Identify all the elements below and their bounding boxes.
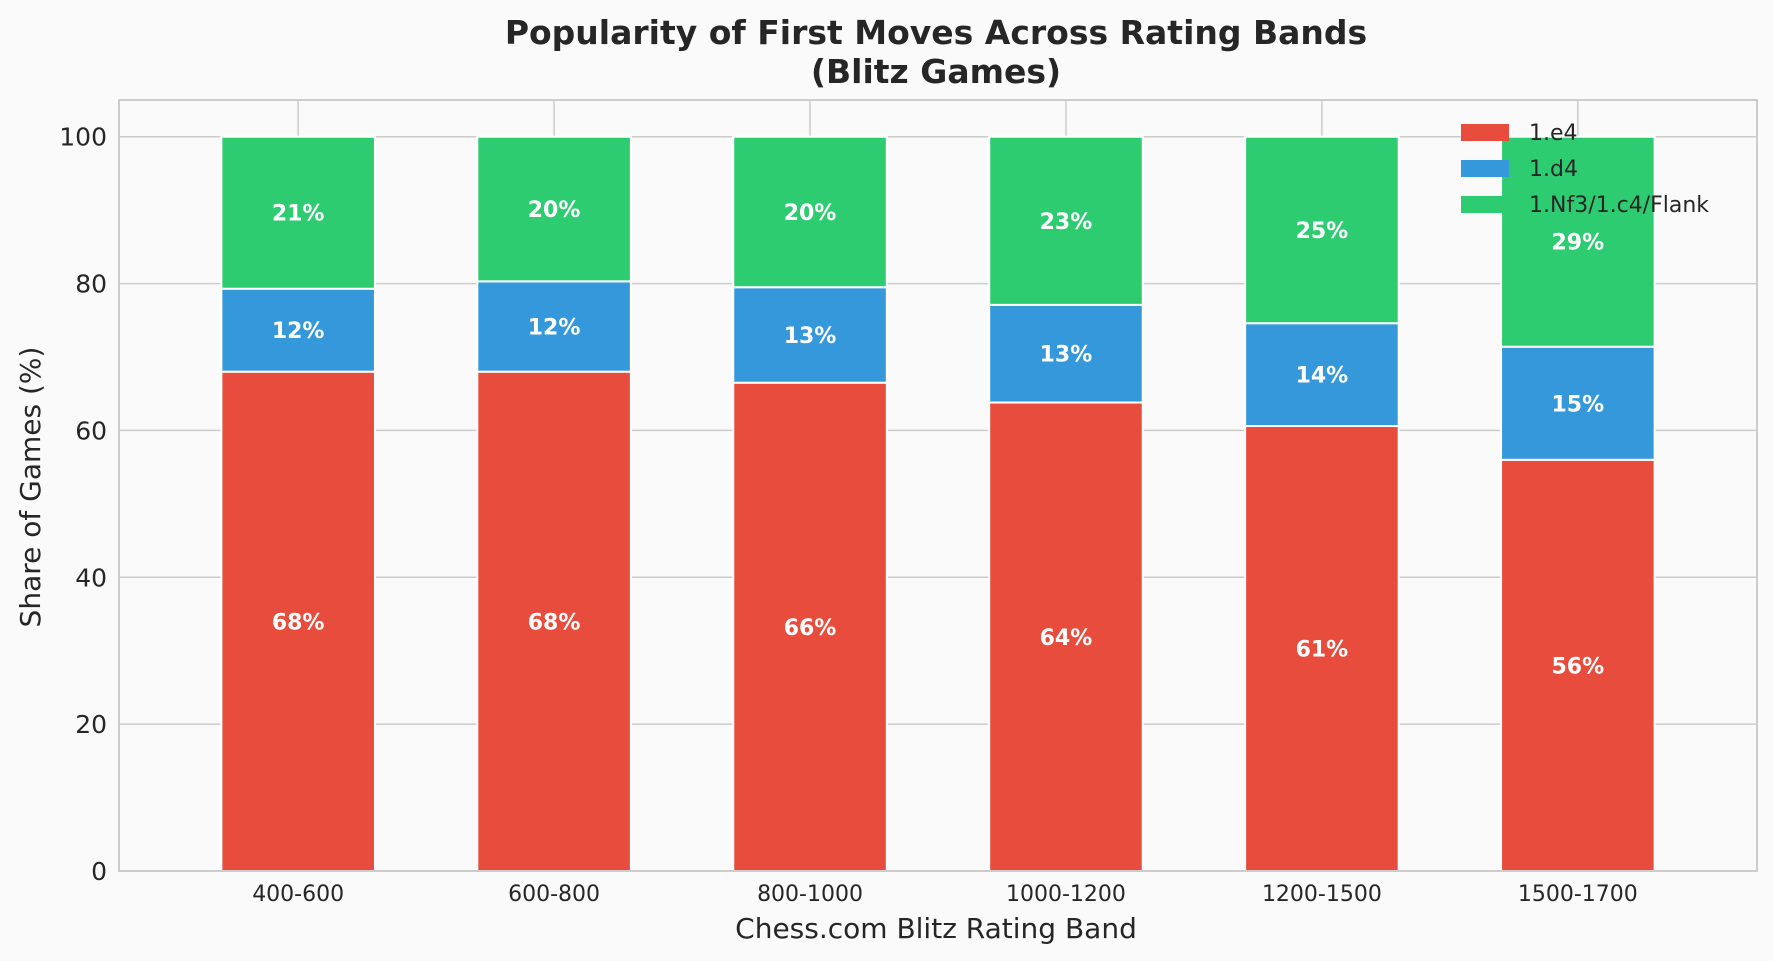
- bar-1-e4-600-800: [476, 370, 632, 872]
- plot-frame: [118, 99, 1758, 872]
- data-label-1-e4-1500-1700: 56%: [1552, 654, 1605, 679]
- y-tick-label: 0: [91, 857, 107, 886]
- data-label-1-d4-800-1000: 13%: [784, 324, 837, 349]
- bar-1-nf3-1-c4-flank-800-1000: [732, 135, 888, 289]
- bar-1-nf3-1-c4-flank-1000-1200: [988, 135, 1144, 306]
- data-label-1-nf3-1-c4-flank-400-600: 21%: [272, 202, 325, 227]
- y-tick-label: 100: [59, 123, 107, 152]
- data-label-1-nf3-1-c4-flank-1500-1700: 29%: [1552, 231, 1605, 256]
- bar-1-d4-1000-1200: [988, 303, 1144, 404]
- bar-1-nf3-1-c4-flank-600-800: [476, 135, 632, 283]
- data-label-1-d4-1000-1200: 13%: [1040, 343, 1093, 368]
- legend: 1.e4 1.d4 1.Nf3/1.c4/Flank: [1461, 121, 1709, 218]
- x-tick-label: 800-1000: [757, 882, 863, 907]
- x-axis-label: Chess.com Blitz Rating Band: [735, 912, 1137, 945]
- legend-swatch: [1461, 160, 1509, 177]
- legend-swatch: [1461, 196, 1509, 213]
- bar-1-nf3-1-c4-flank-400-600: [220, 135, 376, 290]
- legend-item: 1.e4: [1461, 121, 1578, 146]
- data-label-1-d4-1200-1500: 14%: [1296, 364, 1349, 389]
- x-tick-label: 600-800: [508, 882, 600, 907]
- legend-item: 1.Nf3/1.c4/Flank: [1461, 193, 1709, 218]
- data-label-1-d4-400-600: 12%: [272, 319, 325, 344]
- legend-label: 1.d4: [1529, 157, 1578, 182]
- data-label-1-nf3-1-c4-flank-800-1000: 20%: [784, 201, 837, 226]
- bar-1-e4-1200-1500: [1244, 425, 1400, 872]
- legend-item: 1.d4: [1461, 157, 1578, 182]
- data-label-1-nf3-1-c4-flank-600-800: 20%: [528, 198, 581, 223]
- bar-1-e4-1000-1200: [988, 401, 1144, 872]
- bar-1-d4-1500-1700: [1500, 345, 1656, 461]
- bar-1-nf3-1-c4-flank-1500-1700: [1500, 135, 1656, 348]
- legend-swatch: [1461, 124, 1509, 141]
- data-label-1-e4-800-1000: 66%: [784, 616, 837, 641]
- bar-1-nf3-1-c4-flank-1200-1500: [1244, 135, 1400, 325]
- x-tick-label: 400-600: [252, 882, 344, 907]
- y-tick-label: 20: [75, 710, 107, 739]
- data-label-1-nf3-1-c4-flank-1000-1200: 23%: [1040, 210, 1093, 235]
- legend-label: 1.e4: [1529, 121, 1578, 146]
- data-label-1-e4-1200-1500: 61%: [1296, 638, 1349, 663]
- bar-1-d4-600-800: [476, 280, 632, 373]
- data-label-1-e4-400-600: 68%: [272, 610, 325, 635]
- y-tick-label: 80: [75, 270, 107, 299]
- data-label-1-d4-600-800: 12%: [528, 316, 581, 341]
- chart-subtitle: (Blitz Games): [811, 52, 1061, 91]
- bar-1-e4-800-1000: [732, 381, 888, 872]
- bars: 68% 12% 21% 68% 12% 20% 66% 13% 20% 64% 13% 23% 61% 1…: [220, 135, 1656, 872]
- plot-border: [118, 99, 1758, 872]
- tick-labels: 0 20 40 60 80 100 400-600 600-800 800-1000 1000-1…: [59, 123, 1638, 907]
- data-label-1-d4-1500-1700: 15%: [1552, 392, 1605, 417]
- y-tick-label: 60: [75, 416, 107, 445]
- data-label-1-nf3-1-c4-flank-1200-1500: 25%: [1296, 219, 1349, 244]
- bar-1-d4-1200-1500: [1244, 322, 1400, 428]
- chart-title: Popularity of First Moves Across Rating …: [505, 13, 1367, 52]
- x-tick-label: 1200-1500: [1262, 882, 1382, 907]
- bar-1-e4-400-600: [220, 370, 376, 872]
- x-tick-label: 1000-1200: [1006, 882, 1126, 907]
- data-label-1-e4-1000-1200: 64%: [1040, 626, 1093, 651]
- y-axis-label: Share of Games (%): [14, 347, 47, 628]
- x-tick-label: 1500-1700: [1518, 882, 1638, 907]
- data-label-1-e4-600-800: 68%: [528, 610, 581, 635]
- y-tick-label: 40: [75, 563, 107, 592]
- legend-label: 1.Nf3/1.c4/Flank: [1529, 193, 1709, 218]
